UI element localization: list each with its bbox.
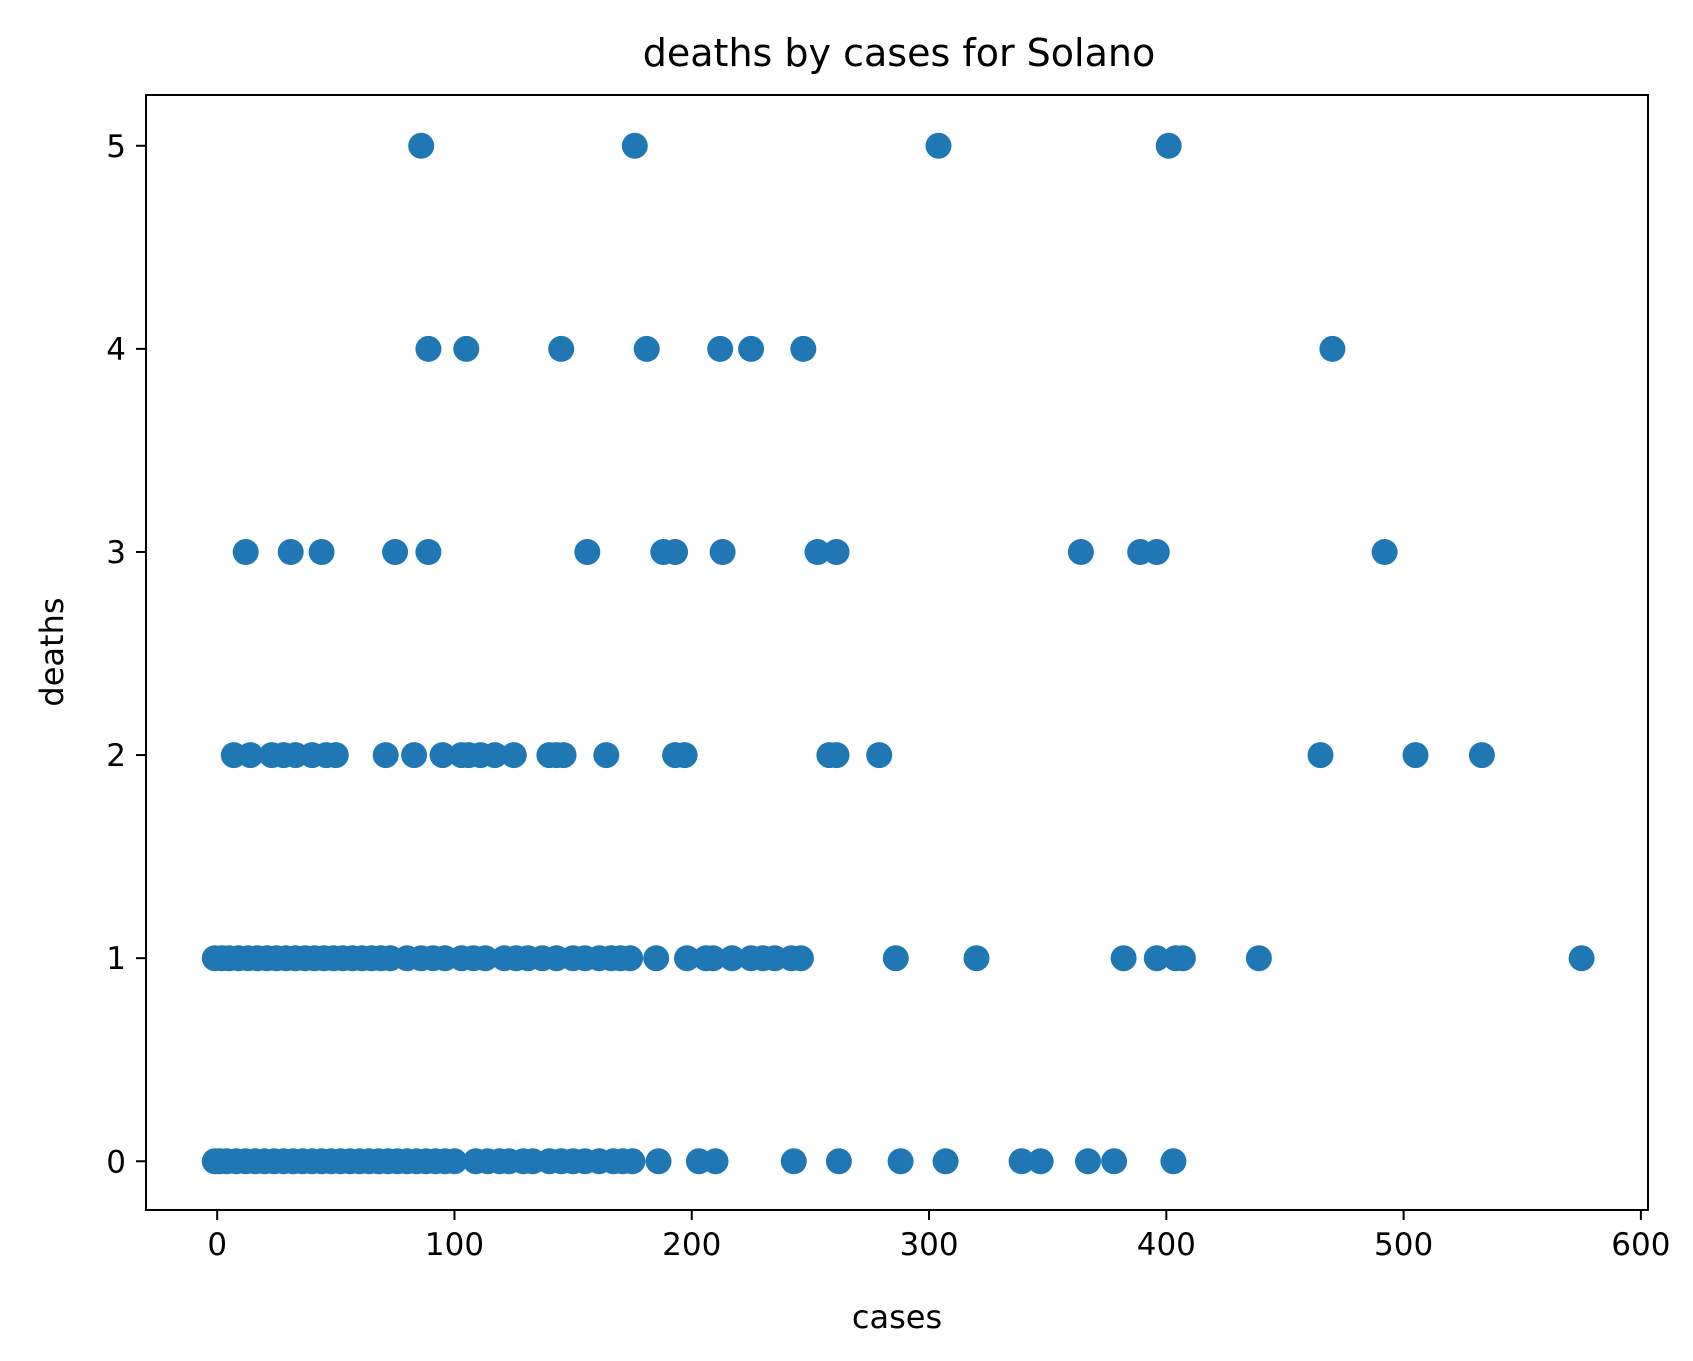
- data-point: [237, 742, 264, 769]
- data-point: [719, 945, 746, 972]
- data-point: [1245, 945, 1272, 972]
- data-point: [707, 335, 734, 362]
- y-tick-label: 4: [106, 332, 126, 368]
- data-point: [1169, 945, 1196, 972]
- data-point: [866, 742, 893, 769]
- data-point: [671, 742, 698, 769]
- data-point: [1110, 945, 1137, 972]
- data-point: [1468, 742, 1495, 769]
- data-point: [408, 132, 435, 159]
- data-point: [1008, 1148, 1035, 1175]
- x-tick-label: 200: [662, 1227, 721, 1263]
- data-point: [823, 539, 850, 565]
- y-tick-label: 3: [106, 535, 126, 571]
- data-point: [1371, 539, 1398, 565]
- y-tick-label: 0: [106, 1144, 126, 1180]
- data-point: [674, 945, 700, 972]
- data-point: [472, 945, 499, 972]
- data-point: [372, 742, 399, 769]
- data-point: [787, 945, 814, 972]
- x-tick-label: 0: [207, 1227, 227, 1263]
- data-point: [401, 742, 428, 769]
- data-point: [322, 742, 349, 769]
- x-tick-label: 400: [1137, 1227, 1196, 1263]
- data-point: [780, 1148, 807, 1175]
- data-point: [1319, 335, 1346, 362]
- data-point: [1155, 132, 1182, 159]
- data-point: [882, 945, 909, 972]
- x-axis-label: cases: [852, 1298, 942, 1336]
- data-point: [709, 539, 736, 565]
- data-point: [429, 742, 456, 769]
- data-point: [617, 945, 644, 972]
- data-point: [593, 742, 620, 769]
- x-tick-label: 600: [1611, 1227, 1670, 1263]
- data-point: [500, 742, 527, 769]
- data-point: [790, 335, 817, 362]
- data-point: [1143, 945, 1170, 972]
- data-point: [1307, 742, 1334, 769]
- data-point: [700, 945, 727, 972]
- data-point: [702, 1148, 729, 1175]
- y-tick-label: 1: [106, 941, 126, 977]
- data-point: [963, 945, 990, 972]
- data-point: [738, 335, 765, 362]
- data-points: [201, 132, 1595, 1175]
- y-tick-label: 2: [106, 738, 126, 774]
- y-tick-label: 5: [106, 129, 126, 165]
- data-point: [1101, 1148, 1128, 1175]
- data-point: [633, 335, 660, 362]
- data-point: [925, 132, 952, 159]
- x-tick-label: 500: [1374, 1227, 1433, 1263]
- data-point: [453, 335, 480, 362]
- y-axis-label: deaths: [33, 597, 71, 706]
- data-point: [441, 1148, 468, 1175]
- data-point: [621, 132, 648, 159]
- data-point: [550, 742, 577, 769]
- data-point: [548, 335, 575, 362]
- data-point: [825, 1148, 852, 1175]
- data-point: [823, 742, 850, 769]
- x-tick-label: 300: [899, 1227, 958, 1263]
- data-point: [574, 539, 601, 565]
- data-point: [277, 539, 304, 565]
- data-point: [804, 539, 831, 565]
- chart-title: deaths by cases for Solano: [643, 31, 1155, 75]
- data-point: [1027, 1148, 1054, 1175]
- data-point: [1402, 742, 1429, 769]
- data-point: [308, 539, 335, 565]
- data-point: [481, 742, 508, 769]
- data-point: [1160, 1148, 1187, 1175]
- x-axis-ticks: 0 100 200 300 400 500 600: [207, 1210, 1670, 1263]
- data-point: [382, 539, 409, 565]
- data-point: [415, 539, 442, 565]
- data-point: [1067, 539, 1094, 565]
- x-tick-label: 100: [425, 1227, 484, 1263]
- data-point: [1075, 1148, 1101, 1175]
- data-point: [887, 1148, 914, 1175]
- data-point: [415, 335, 442, 362]
- data-point: [619, 1148, 646, 1175]
- data-point: [662, 539, 689, 565]
- plot-frame: [145, 94, 1649, 1211]
- data-point: [932, 1148, 959, 1175]
- data-point: [1143, 539, 1170, 565]
- y-axis-ticks: 0 1 2 3 4 5: [106, 129, 146, 1180]
- data-point: [232, 539, 259, 565]
- data-point: [645, 1148, 672, 1175]
- data-point: [1568, 945, 1595, 972]
- data-point: [643, 945, 670, 972]
